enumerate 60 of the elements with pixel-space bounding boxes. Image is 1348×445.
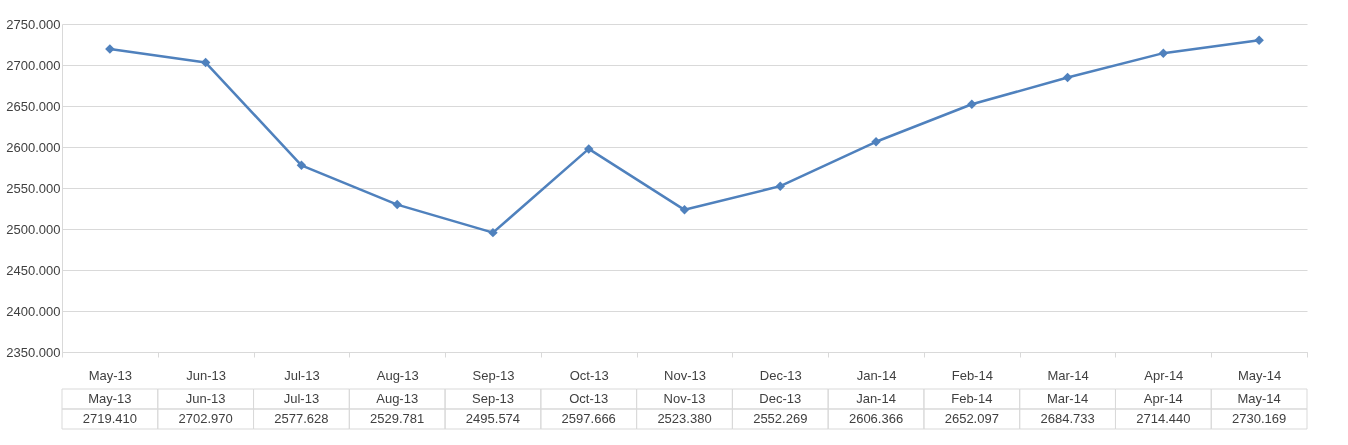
x-tick-label: Nov-13	[664, 367, 706, 383]
x-tick-label: May-14	[1237, 367, 1282, 383]
point	[1158, 48, 1169, 58]
point	[392, 199, 402, 210]
category-label: Mar-14	[1046, 391, 1089, 406]
y-tick-label: 2550.000	[6, 180, 61, 196]
x-tick-label: Feb-14	[951, 367, 993, 383]
point	[871, 137, 881, 147]
y-tick-label: 2750.000	[6, 16, 61, 32]
point	[1062, 72, 1073, 83]
y-tick-label: 2350.000	[6, 344, 61, 360]
data-label: 2702.970	[178, 411, 233, 426]
category-label: Jul-13	[283, 391, 320, 406]
data-label: 2684.733	[1040, 411, 1095, 426]
point	[1254, 35, 1264, 45]
x-tick-label: Dec-13	[759, 367, 802, 383]
y-tick-label: 2500.000	[6, 221, 61, 237]
data-label: 2719.410	[82, 411, 137, 426]
data-label: 2552.269	[753, 411, 808, 426]
category-label: May-14	[1237, 391, 1281, 406]
category-label: Dec-13	[759, 391, 802, 406]
category-label: Sep-13	[472, 391, 514, 406]
x-tick-label: Aug-13	[376, 367, 419, 383]
x-tick-label: Jan-14	[856, 367, 897, 383]
category-label: Aug-13	[376, 391, 419, 406]
x-tick-label: Mar-14	[1047, 367, 1089, 383]
data-label: 2577.628	[274, 411, 329, 426]
data-label: 2523.380	[657, 411, 712, 426]
point	[775, 181, 786, 191]
category-label: Nov-13	[663, 391, 706, 406]
x-tick-label: Apr-14	[1144, 367, 1184, 383]
x-tick-label: May-13	[88, 367, 133, 383]
data-label: 2714.440	[1136, 411, 1191, 426]
x-tick-label: Jul-13	[284, 367, 320, 383]
data-label: 2606.366	[848, 411, 904, 426]
x-tick-label: Oct-13	[569, 367, 609, 383]
y-tick-label: 2450.000	[6, 262, 61, 278]
point	[967, 99, 977, 110]
y-tick-label: 2700.000	[6, 57, 61, 73]
y-tick-label: 2600.000	[6, 139, 61, 155]
y-tick-label: 2400.000	[6, 303, 61, 319]
point	[679, 205, 690, 215]
category-label: Jan-14	[856, 391, 896, 406]
data-label: 2730.169	[1232, 411, 1287, 426]
data-label: 2597.666	[561, 411, 616, 426]
category-label: Apr-14	[1143, 391, 1183, 406]
x-tick-label: Sep-13	[472, 367, 515, 383]
point	[200, 57, 211, 68]
category-label: Oct-13	[569, 391, 609, 406]
point	[296, 160, 307, 171]
point	[583, 144, 594, 154]
category-label: May-13	[88, 391, 132, 406]
y-tick-label: 2650.000	[6, 98, 61, 114]
data-label: 2495.574	[465, 411, 521, 426]
category-label: Feb-14	[951, 391, 993, 406]
point	[488, 227, 498, 238]
category-label: Jun-13	[185, 391, 226, 406]
x-tick-label: Jun-13	[186, 367, 227, 383]
data-label: 2529.781	[370, 411, 425, 426]
data-label: 2652.097	[944, 411, 999, 426]
